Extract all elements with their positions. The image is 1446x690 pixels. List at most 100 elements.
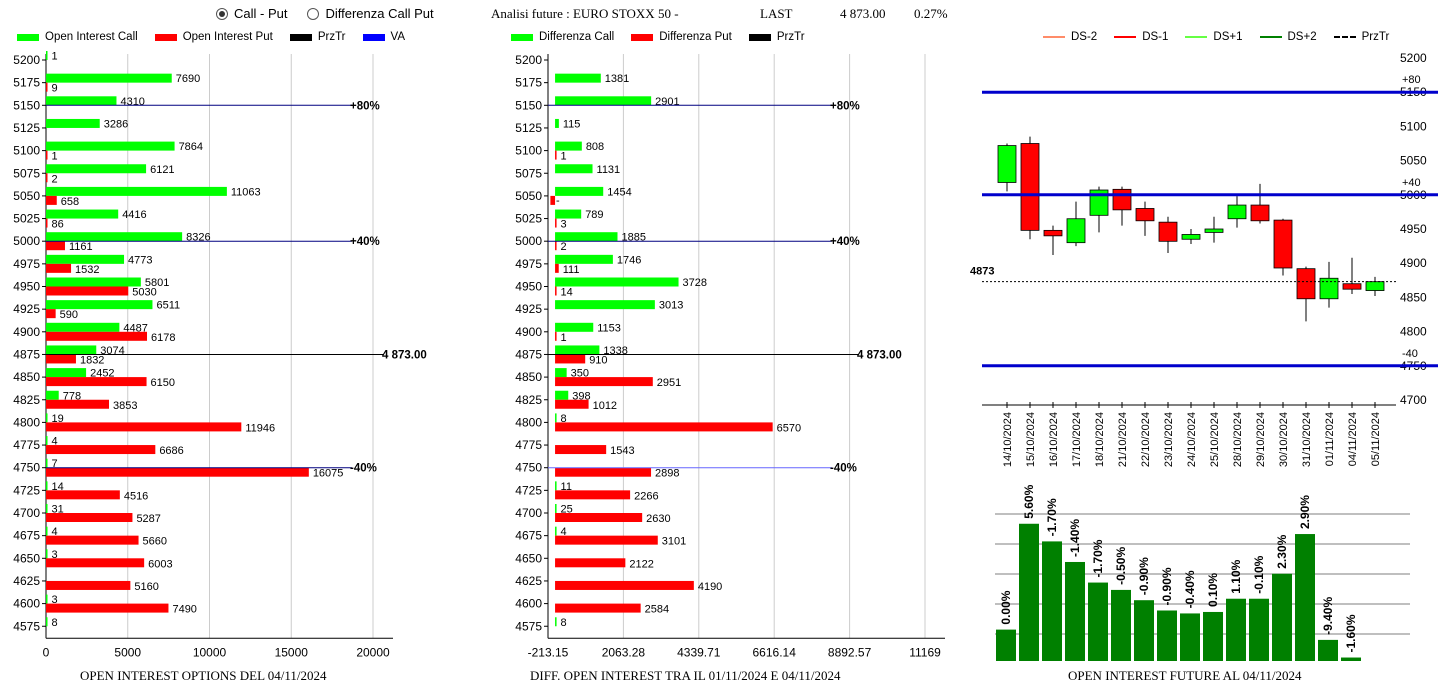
put-bar-label: 1: [561, 332, 567, 344]
call-bar-label: 1153: [597, 322, 621, 334]
candle-body: [1020, 143, 1040, 231]
legend2-label: PrzTr: [776, 31, 805, 43]
x-tick-label: 20000: [356, 645, 390, 659]
call-bar: [46, 549, 48, 559]
future-title: Analisi future : EURO STOXX 50 -: [491, 6, 679, 21]
call-bar-label: 8: [561, 413, 567, 425]
put-bar-label: 11946: [245, 422, 275, 434]
strike-label: 4750: [515, 461, 542, 475]
put-bar: [555, 150, 557, 160]
call-bar-label: 6511: [156, 300, 180, 312]
strike-label: 4875: [13, 347, 40, 361]
legend3-swatch: [1185, 36, 1208, 38]
x-tick-label: 8892.57: [828, 645, 872, 659]
reference-label: +40%: [830, 236, 860, 248]
call-bar: [46, 504, 48, 513]
future-oi-label: 2.90%: [1298, 495, 1312, 529]
call-bar: [555, 504, 557, 513]
put-bar-label: 5160: [134, 581, 158, 593]
put-bar-label: 2: [561, 241, 567, 253]
legend1-swatch: [154, 33, 177, 41]
legend3-swatch: [1043, 36, 1065, 38]
legend3-swatch: [1259, 36, 1282, 38]
call-bar-label: 1746: [617, 254, 641, 266]
legend3-label: DS+1: [1213, 31, 1243, 43]
y-tick-label: 5100: [1400, 119, 1427, 133]
call-bar-label: 789: [585, 209, 603, 221]
strike-label: 4725: [13, 483, 40, 497]
future-oi-label: -0.40%: [1183, 570, 1197, 608]
strike-label: 4775: [515, 438, 542, 452]
put-bar: [46, 603, 169, 613]
legend1-label: VA: [390, 31, 406, 43]
call-bar: [555, 413, 557, 423]
legend2-item: Differenza Call: [511, 31, 614, 43]
put-bar-label: 16075: [313, 468, 344, 480]
call-bar: [555, 96, 652, 106]
strike-label: 5200: [13, 53, 40, 67]
future-oi-label: -1.60%: [1344, 614, 1358, 652]
legend2-swatch: [631, 33, 654, 41]
call-bar-label: 3286: [104, 118, 128, 130]
put-bar: [555, 445, 607, 455]
candle-body: [1158, 221, 1178, 242]
put-bar-label: 9: [52, 83, 58, 95]
call-bar-label: 11063: [231, 186, 261, 198]
caption-diff: DIFF. OPEN INTEREST TRA IL 01/11/2024 E …: [530, 668, 841, 683]
candle-body: [997, 145, 1017, 183]
candle-body: [1250, 204, 1270, 222]
ds-line-label: +40: [1402, 177, 1421, 189]
strike-label: 5150: [515, 98, 542, 112]
put-bar-label: 1832: [80, 354, 104, 366]
future-oi-label: -0.90%: [1160, 567, 1174, 605]
call-bar-label: 4773: [128, 254, 152, 266]
put-bar: [555, 558, 626, 568]
radio-unselected-icon: [307, 7, 320, 20]
call-bar-label: 1885: [621, 232, 645, 244]
call-bar-label: 8: [52, 617, 58, 629]
put-bar: [555, 331, 557, 341]
x-tick-label: 6616.14: [753, 645, 797, 659]
strike-label: 5100: [13, 144, 40, 158]
date-label: 31/10/2024: [1301, 412, 1313, 467]
call-bar: [555, 390, 569, 400]
legend2-label: Differenza Call: [539, 31, 615, 43]
radio-selected-icon: [216, 7, 228, 20]
candlestick-chart: 4700475048004850490049505000505051005150…: [970, 51, 1438, 467]
candle-body: [1365, 281, 1385, 291]
call-bar-label: 19: [52, 413, 64, 425]
strike-label: 5100: [515, 144, 542, 158]
future-oi-label: 5.60%: [1022, 484, 1036, 518]
put-bar: [555, 241, 557, 251]
y-tick-label: 5200: [1400, 51, 1427, 65]
diff-oi-chart: -213.15 2063.28 4339.71 6616.14 8892.57 11169…: [515, 53, 945, 659]
strike-label: 4700: [13, 506, 40, 520]
radio-call-put[interactable]: Call - Put: [216, 6, 287, 21]
call-bar: [46, 458, 48, 468]
y-tick-label: 4900: [1400, 256, 1427, 270]
future-oi-label: -0.50%: [1114, 547, 1128, 585]
future-oi-bar: [1134, 600, 1154, 661]
strike-label: 4675: [13, 529, 40, 543]
call-bar: [46, 345, 97, 355]
call-bar: [555, 368, 567, 378]
strike-label: 5200: [515, 53, 542, 67]
radio-diff[interactable]: Differenza Call Put: [307, 6, 434, 21]
call-bar-label: 31: [52, 504, 64, 516]
put-bar-label: -: [556, 195, 560, 207]
call-bar-label: 4310: [120, 96, 144, 108]
put-bar: [46, 309, 56, 319]
call-bar-label: 4: [561, 526, 567, 538]
future-oi-chart: 0.00% 5.60% -1.70% -1.40% -1.70% -0.50% -0.90%…: [995, 484, 1410, 661]
call-bar-label: 25: [561, 504, 573, 516]
future-oi-bar: [1042, 541, 1062, 661]
put-bar: [555, 377, 653, 387]
call-bar: [555, 164, 593, 174]
put-bar-label: 2266: [634, 490, 658, 502]
call-bar-label: 3: [52, 594, 58, 606]
put-bar: [555, 490, 631, 500]
strike-label: 5175: [515, 76, 542, 90]
put-bar-label: 6003: [148, 558, 172, 570]
x-tick-label: 11169: [909, 645, 941, 659]
